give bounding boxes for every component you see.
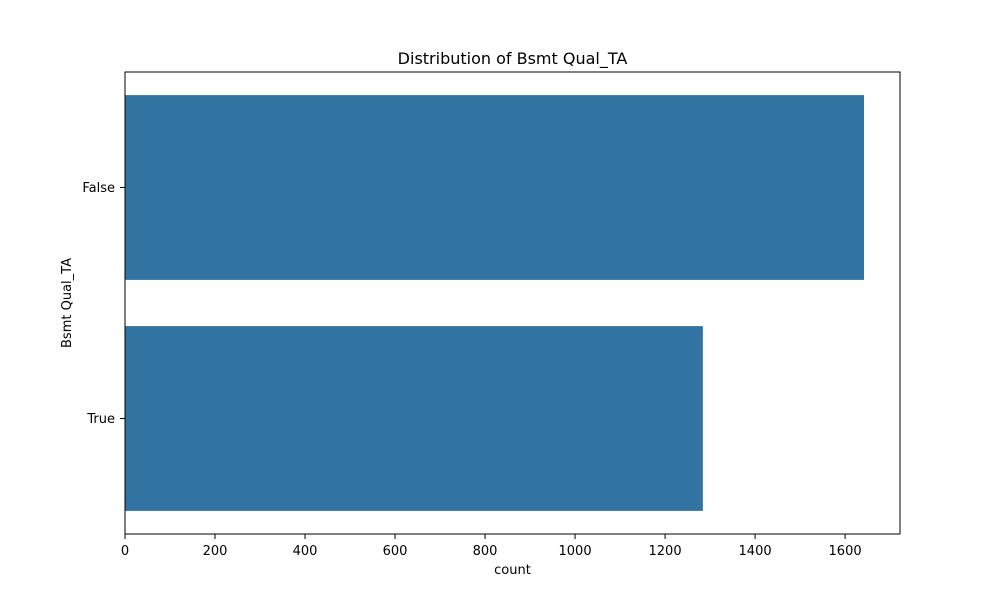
x-tick-label: 800 [473,544,498,559]
x-tick-label: 1200 [649,544,682,559]
x-tick-label: 400 [293,544,318,559]
y-tick-label: True [86,412,115,427]
y-axis-label: Bsmt Qual_TA [60,258,75,348]
x-tick-label: 1400 [739,544,772,559]
y-tick-label: False [82,181,115,196]
x-tick-label: 0 [121,544,129,559]
bar-true [125,326,703,511]
x-tick-label: 1000 [559,544,592,559]
bar-false [125,95,864,280]
chart-title: Distribution of Bsmt Qual_TA [398,49,628,69]
x-tick-label: 200 [203,544,228,559]
x-tick-label: 600 [383,544,408,559]
plot-frame [124,71,901,535]
bars-layer [125,95,864,511]
x-axis-ticks: 0 200 400 600 800 1000 1200 1400 1600 [121,534,862,559]
x-axis-label: count [494,563,531,578]
x-tick-label: 1600 [829,544,862,559]
y-axis-ticks: False True [82,181,125,427]
